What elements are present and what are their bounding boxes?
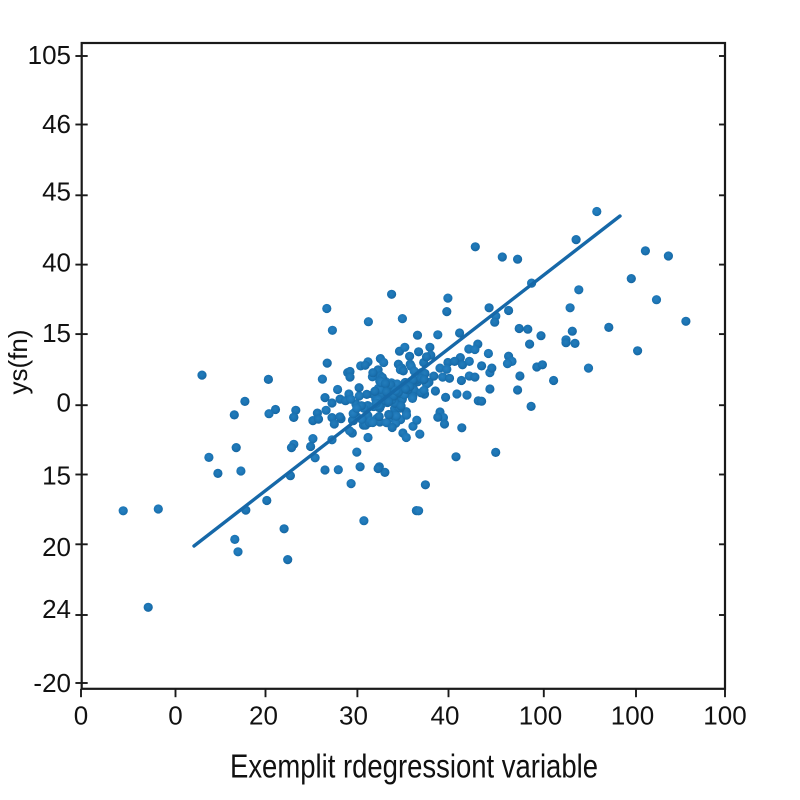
svg-text:30: 30 [339, 701, 368, 731]
svg-text:24: 24 [42, 594, 71, 624]
svg-text:105: 105 [28, 40, 71, 70]
svg-text:0: 0 [57, 388, 71, 418]
svg-text:100: 100 [519, 701, 562, 731]
svg-text:Exemplit rdegressiont variable: Exemplit rdegressiont variable [230, 748, 598, 785]
svg-text:0: 0 [168, 701, 182, 731]
svg-text:100: 100 [611, 701, 654, 731]
svg-text:45: 45 [42, 177, 71, 207]
svg-text:15: 15 [42, 318, 71, 348]
svg-text:ys(fn): ys(fn) [3, 330, 33, 395]
svg-text:0: 0 [74, 701, 88, 731]
svg-text:15: 15 [42, 461, 71, 491]
svg-text:100: 100 [703, 701, 746, 731]
svg-text:46: 46 [42, 109, 71, 139]
svg-text:40: 40 [42, 248, 71, 278]
svg-text:20: 20 [249, 701, 278, 731]
svg-text:40: 40 [431, 701, 460, 731]
svg-text:20: 20 [42, 532, 71, 562]
svg-text:-20: -20 [33, 668, 71, 698]
